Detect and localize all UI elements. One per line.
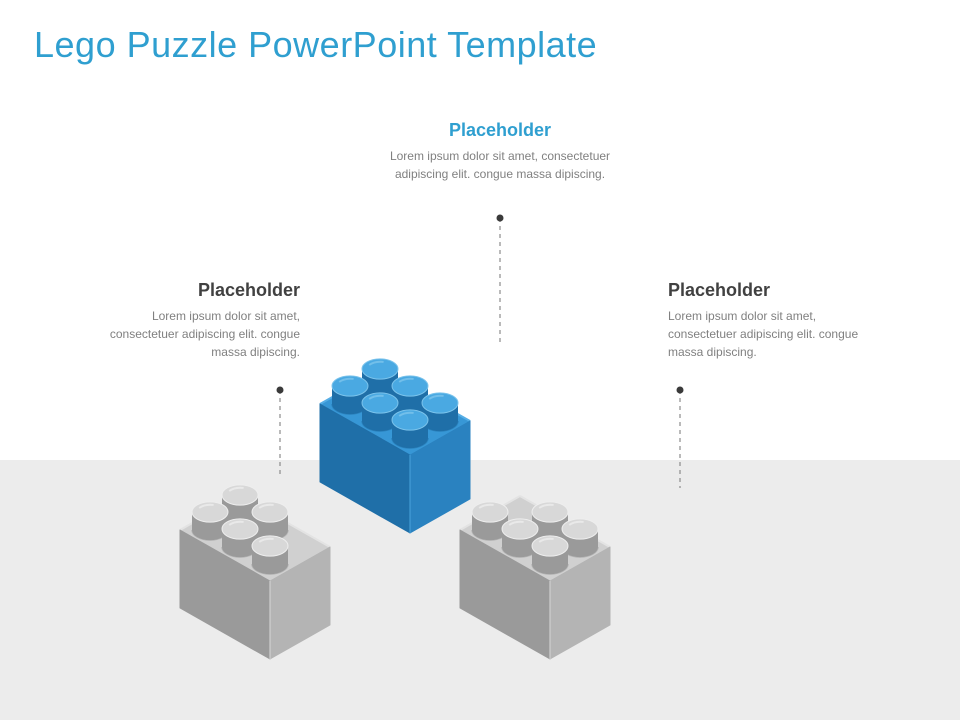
lego-graphic — [0, 0, 960, 720]
slide: Lego Puzzle PowerPoint Template Placehol… — [0, 0, 960, 720]
